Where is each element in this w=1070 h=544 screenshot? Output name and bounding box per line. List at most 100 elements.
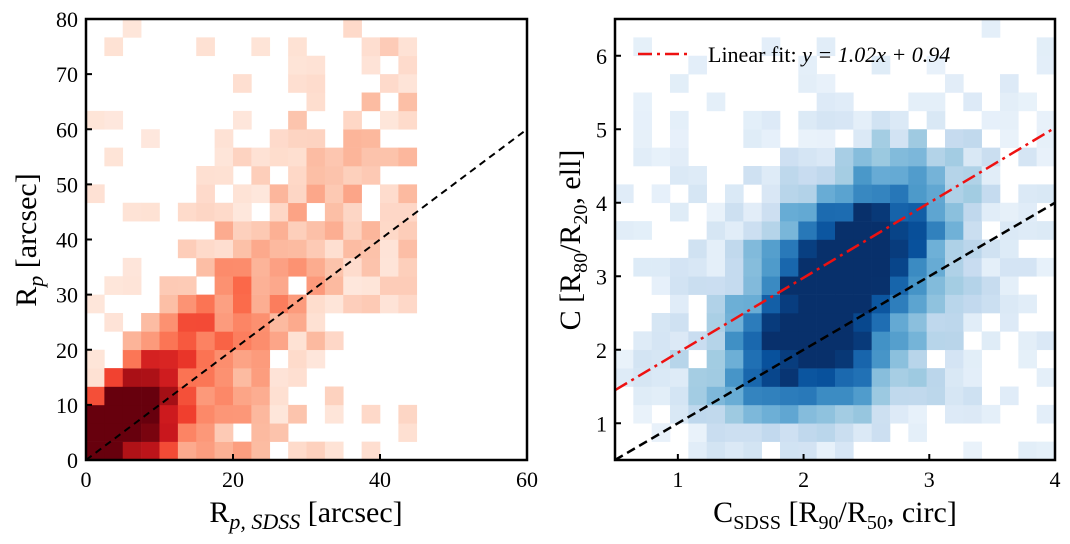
right-heatmap-cell	[761, 368, 781, 387]
y-tick-label: 5	[596, 117, 607, 142]
right-heatmap-cell	[706, 276, 726, 295]
right-heatmap-cell	[670, 147, 689, 167]
left-heatmap-cell	[122, 331, 142, 351]
right-heatmap-cell	[926, 55, 946, 75]
left-heatmap-cell	[177, 239, 197, 259]
right-heatmap-cell	[945, 239, 964, 259]
right-heatmap-cell	[816, 37, 836, 57]
left-heatmap-cell	[343, 110, 362, 130]
left-heatmap-cell	[324, 221, 344, 240]
left-heatmap-cell	[380, 221, 399, 240]
left-heatmap-cell	[361, 37, 381, 57]
right-heatmap-cell	[651, 386, 671, 406]
left-heatmap-cell	[324, 331, 344, 351]
right-heatmap-cell	[743, 423, 762, 442]
left-heatmap-cell	[141, 313, 160, 332]
right-heatmap-cell	[798, 55, 817, 75]
right-heatmap-cell	[725, 294, 744, 314]
left-heatmap-cell	[398, 276, 418, 295]
left-heatmap-cell	[122, 404, 142, 424]
right-heatmap-cell	[761, 276, 781, 295]
right-heatmap-cell	[670, 331, 689, 351]
left-heatmap-cell	[141, 423, 160, 442]
left-heatmap-cell	[141, 441, 160, 461]
left-heatmap-cell	[343, 19, 362, 38]
right-heatmap-cell	[761, 294, 781, 314]
right-heatmap-cell	[926, 386, 946, 406]
y-tick-label: 4	[596, 191, 607, 216]
left-heatmap-cell	[86, 110, 105, 130]
right-heatmap-cell	[798, 221, 817, 240]
left-heatmap-cell	[398, 147, 418, 167]
left-heatmap-cell	[398, 221, 418, 240]
y-tick-label: 80	[56, 7, 78, 32]
left-y-axis-label: Rp [arcsec]	[10, 173, 48, 306]
x-tick-label: 3	[924, 467, 935, 492]
left-heatmap-cell	[177, 423, 197, 442]
left-heatmap-cell	[86, 184, 105, 204]
left-x-ticks: 0 20 40 60	[81, 454, 538, 492]
right-heatmap-cell	[688, 368, 707, 387]
right-heatmap-cell	[798, 331, 817, 351]
right-heatmap-cell	[633, 386, 652, 406]
left-heatmap-cell	[251, 423, 271, 442]
right-heatmap-cell	[945, 166, 964, 185]
left-heatmap-cell	[214, 331, 234, 351]
right-heatmap-cell	[761, 221, 781, 240]
left-heatmap-cell	[398, 404, 418, 424]
left-heatmap-cell	[122, 386, 142, 406]
right-heatmap-cell	[981, 202, 1001, 222]
right-heatmap-cell	[688, 239, 707, 259]
left-heatmap-cell	[233, 441, 252, 461]
right-heatmap-cell	[853, 386, 872, 406]
right-heatmap-cell	[945, 349, 964, 369]
left-heatmap-cell	[269, 221, 289, 240]
right-heatmap-cell	[780, 166, 799, 185]
right-heatmap-cell	[908, 386, 927, 406]
right-heatmap-cell	[706, 202, 726, 222]
left-heatmap-cell	[141, 349, 160, 369]
right-heatmap-cell	[945, 202, 964, 222]
left-heatmap-cell	[269, 147, 289, 167]
right-heatmap-cell	[981, 294, 1001, 314]
right-heatmap-cell	[816, 313, 836, 332]
right-heatmap-cell	[816, 404, 836, 424]
right-heatmap-cell	[981, 147, 1001, 167]
left-heatmap-cell	[214, 294, 234, 314]
left-heatmap-cell	[196, 404, 215, 424]
right-heatmap-cell	[688, 184, 707, 204]
right-heatmap-cell	[1036, 147, 1056, 167]
left-heatmap-cell	[86, 386, 105, 406]
left-heatmap-cell	[251, 184, 271, 204]
right-heatmap-cell	[963, 441, 982, 461]
right-heatmap-cell	[908, 368, 927, 387]
right-heatmap-cell	[926, 202, 946, 222]
right-heatmap-cell	[1036, 368, 1056, 387]
left-heatmap-cell	[398, 423, 418, 442]
right-heatmap-cell	[871, 55, 891, 75]
right-heatmap-cell	[853, 294, 872, 314]
right-heatmap-cell	[835, 294, 854, 314]
right-heatmap-cell	[651, 257, 671, 277]
left-heatmap-cell	[214, 257, 234, 277]
left-heatmap-cell	[122, 423, 142, 442]
right-heatmap-cell	[816, 166, 836, 185]
left-heatmap-cell	[122, 202, 142, 222]
right-heatmap-cell	[633, 368, 652, 387]
left-heatmap-cell	[177, 404, 197, 424]
right-heatmap-cell	[743, 129, 762, 148]
right-heatmap-cell	[743, 349, 762, 369]
right-heatmap-cell	[761, 386, 781, 406]
right-heatmap-cell	[743, 386, 762, 406]
left-heatmap-cell	[288, 257, 307, 277]
left-heatmap-cell	[361, 166, 381, 185]
right-heatmap-cell	[633, 221, 652, 240]
right-heatmap-cell	[835, 276, 854, 295]
right-heatmap-cell	[780, 423, 799, 442]
left-heatmap-cell	[251, 257, 271, 277]
right-heatmap-cell	[743, 368, 762, 387]
right-heatmap-cell	[871, 313, 891, 332]
right-heatmap-cell	[725, 239, 744, 259]
right-heatmap-cell	[798, 147, 817, 167]
right-heatmap-cell	[1000, 74, 1019, 93]
